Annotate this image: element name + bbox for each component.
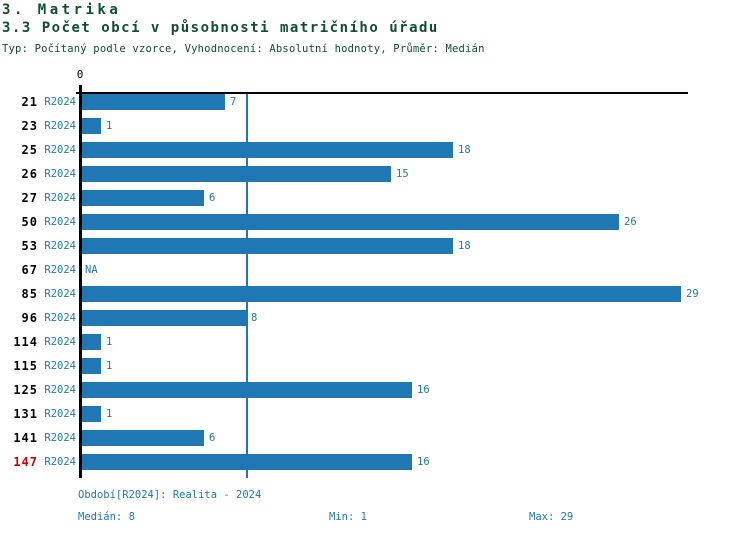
row-series-label: R2024 — [44, 432, 76, 444]
bar-value-label: 16 — [417, 384, 430, 396]
row-series-label: R2024 — [44, 144, 76, 156]
bar-value-label: 1 — [106, 408, 113, 420]
bar-value-label: 7 — [230, 96, 237, 108]
row-series-label: R2024 — [44, 288, 76, 300]
row-series-label: R2024 — [44, 312, 76, 324]
row-series-label: R2024 — [44, 96, 76, 108]
bar-value-label: 8 — [251, 312, 258, 324]
row-na-label: NA — [85, 264, 98, 276]
row-series-label: R2024 — [44, 264, 76, 276]
bar-value-label: 1 — [106, 360, 113, 372]
bar — [80, 382, 412, 398]
row-category-label: 23 — [21, 119, 38, 133]
bar — [80, 286, 681, 302]
row-category-label: 25 — [21, 143, 38, 157]
report-title: 3. Matrika — [2, 2, 122, 18]
row-category-label: 147 — [13, 455, 38, 469]
y-axis-line — [79, 85, 82, 478]
bar — [80, 334, 101, 350]
x-axis-line — [76, 92, 688, 94]
row-series-label: R2024 — [44, 240, 76, 252]
row-category-label: 115 — [13, 359, 38, 373]
row-category-label: 125 — [13, 383, 38, 397]
row-series-label: R2024 — [44, 360, 76, 372]
bar — [80, 166, 391, 182]
row-series-label: R2024 — [44, 384, 76, 396]
bar — [80, 238, 453, 254]
x-axis-tick-label: 0 — [76, 68, 84, 81]
bar — [80, 118, 101, 134]
row-category-label: 50 — [21, 215, 38, 229]
report-subtitle: 3.3 Počet obcí v působnosti matričního ú… — [2, 20, 439, 36]
bar-value-label: 1 — [106, 120, 113, 132]
row-series-label: R2024 — [44, 168, 76, 180]
bar — [80, 142, 453, 158]
row-category-label: 141 — [13, 431, 38, 445]
bar-value-label: 29 — [686, 288, 699, 300]
bar — [80, 94, 225, 110]
row-series-label: R2024 — [44, 216, 76, 228]
bar-value-label: 26 — [624, 216, 637, 228]
bar — [80, 454, 412, 470]
stat-median: Medián: 8 — [78, 511, 135, 523]
row-category-label: 27 — [21, 191, 38, 205]
stat-min: Min: 1 — [329, 511, 367, 523]
bar-value-label: 18 — [458, 240, 471, 252]
bar-value-label: 1 — [106, 336, 113, 348]
report-meta-line: Typ: Počítaný podle vzorce, Vyhodnocení:… — [2, 43, 485, 55]
bar-value-label: 15 — [396, 168, 409, 180]
bar-value-label: 16 — [417, 456, 430, 468]
row-series-label: R2024 — [44, 408, 76, 420]
stat-max: Max: 29 — [529, 511, 574, 523]
row-category-label: 131 — [13, 407, 38, 421]
row-category-label: 67 — [21, 263, 38, 277]
row-category-label: 114 — [13, 335, 38, 349]
row-category-label: 26 — [21, 167, 38, 181]
row-category-label: 53 — [21, 239, 38, 253]
bar — [80, 430, 204, 446]
row-category-label: 96 — [21, 311, 38, 325]
bar — [80, 310, 246, 326]
row-category-label: 85 — [21, 287, 38, 301]
row-series-label: R2024 — [44, 192, 76, 204]
row-series-label: R2024 — [44, 456, 76, 468]
bar-value-label: 6 — [209, 432, 216, 444]
row-category-label: 21 — [21, 95, 38, 109]
median-line — [245, 93, 248, 478]
row-series-label: R2024 — [44, 120, 76, 132]
bar — [80, 406, 101, 422]
bar-value-label: 6 — [209, 192, 216, 204]
bar-value-label: 18 — [458, 144, 471, 156]
bar — [80, 214, 619, 230]
legend-period: Období[R2024]: Realita - 2024 — [78, 489, 262, 501]
row-series-label: R2024 — [44, 336, 76, 348]
bar — [80, 190, 204, 206]
bar — [80, 358, 101, 374]
